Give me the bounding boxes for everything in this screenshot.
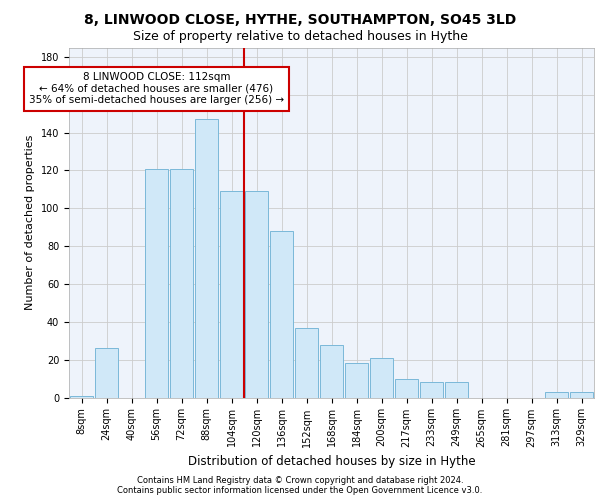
Bar	[320, 344, 343, 398]
Bar	[269, 231, 293, 398]
Text: Contains HM Land Registry data © Crown copyright and database right 2024.
Contai: Contains HM Land Registry data © Crown c…	[118, 476, 482, 495]
Text: 8, LINWOOD CLOSE, HYTHE, SOUTHAMPTON, SO45 3LD: 8, LINWOOD CLOSE, HYTHE, SOUTHAMPTON, SO…	[84, 12, 516, 26]
Text: Size of property relative to detached houses in Hythe: Size of property relative to detached ho…	[133, 30, 467, 43]
Bar	[70, 396, 94, 398]
Bar	[370, 358, 394, 398]
Bar	[95, 348, 118, 398]
Bar	[569, 392, 593, 398]
Bar	[344, 364, 368, 398]
Bar	[419, 382, 443, 398]
Bar	[395, 378, 418, 398]
Bar	[445, 382, 469, 398]
Bar	[220, 192, 244, 398]
Bar	[245, 192, 268, 398]
Bar	[194, 120, 218, 398]
X-axis label: Distribution of detached houses by size in Hythe: Distribution of detached houses by size …	[188, 455, 475, 468]
Text: 8 LINWOOD CLOSE: 112sqm
← 64% of detached houses are smaller (476)
35% of semi-d: 8 LINWOOD CLOSE: 112sqm ← 64% of detache…	[29, 72, 284, 106]
Bar	[170, 168, 193, 398]
Bar	[545, 392, 568, 398]
Bar	[145, 168, 169, 398]
Bar	[295, 328, 319, 398]
Y-axis label: Number of detached properties: Number of detached properties	[25, 135, 35, 310]
